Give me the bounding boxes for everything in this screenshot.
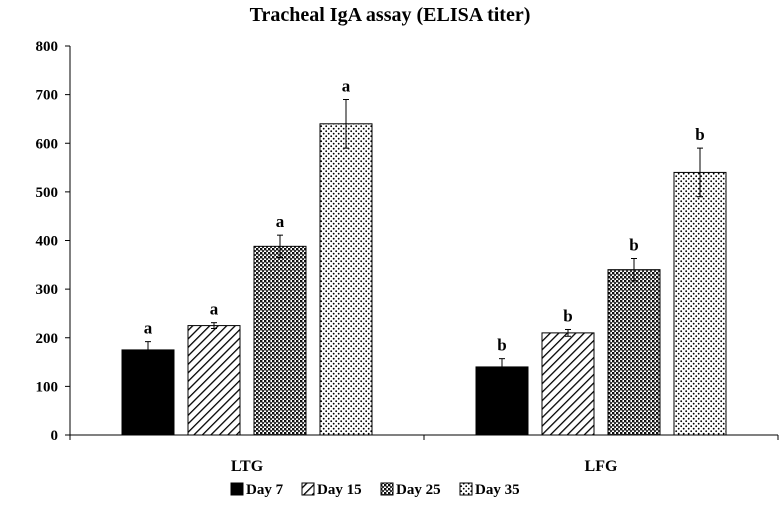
bar-day-25-lfg	[607, 269, 661, 436]
y-tick-label: 500	[36, 185, 59, 201]
y-tick-label: 300	[36, 282, 59, 298]
y-tick-label: 200	[36, 331, 59, 347]
significance-label: b	[695, 125, 704, 144]
y-tick-label: 600	[36, 136, 59, 152]
y-tick-label: 400	[36, 234, 59, 250]
significance-label: b	[497, 336, 506, 355]
bar-day-25-ltg	[253, 245, 307, 436]
legend-swatch	[230, 482, 244, 496]
y-tick-label: 100	[36, 379, 59, 395]
legend-swatch	[380, 482, 394, 496]
x-category-label: LTG	[231, 458, 264, 475]
y-tick-label: 0	[51, 428, 59, 444]
bar-day-35-ltg	[319, 123, 373, 436]
significance-label: b	[629, 235, 638, 254]
x-category-label: LFG	[585, 458, 618, 475]
significance-label: b	[563, 306, 572, 325]
bar-day-7-lfg	[475, 366, 529, 436]
bar-day-15-ltg	[187, 325, 241, 436]
y-tick-label: 800	[36, 39, 59, 55]
bars: a a a a b b b b	[121, 76, 727, 436]
bar-day-15-lfg	[541, 332, 595, 436]
legend-label: Day 25	[396, 482, 441, 498]
significance-label: a	[342, 76, 351, 95]
significance-label: a	[276, 212, 285, 231]
significance-label: a	[210, 300, 219, 319]
significance-label: a	[144, 319, 153, 338]
y-axis: 0 100 200 300 400 500 600 700 800	[36, 39, 71, 444]
legend-swatch	[459, 482, 473, 496]
legend-label: Day 15	[317, 482, 362, 498]
y-tick-label: 700	[36, 88, 59, 104]
chart-title: Tracheal IgA assay (ELISA titer)	[250, 4, 531, 26]
legend-label: Day 35	[475, 482, 520, 498]
bar-day-7-ltg	[121, 349, 175, 436]
bar-day-35-lfg	[673, 171, 727, 436]
legend-label: Day 7	[246, 482, 284, 498]
legend: Day 7 Day 15 Day 25 Day 35	[230, 482, 520, 498]
legend-swatch	[301, 482, 315, 496]
x-axis: LTG LFG	[69, 434, 779, 475]
